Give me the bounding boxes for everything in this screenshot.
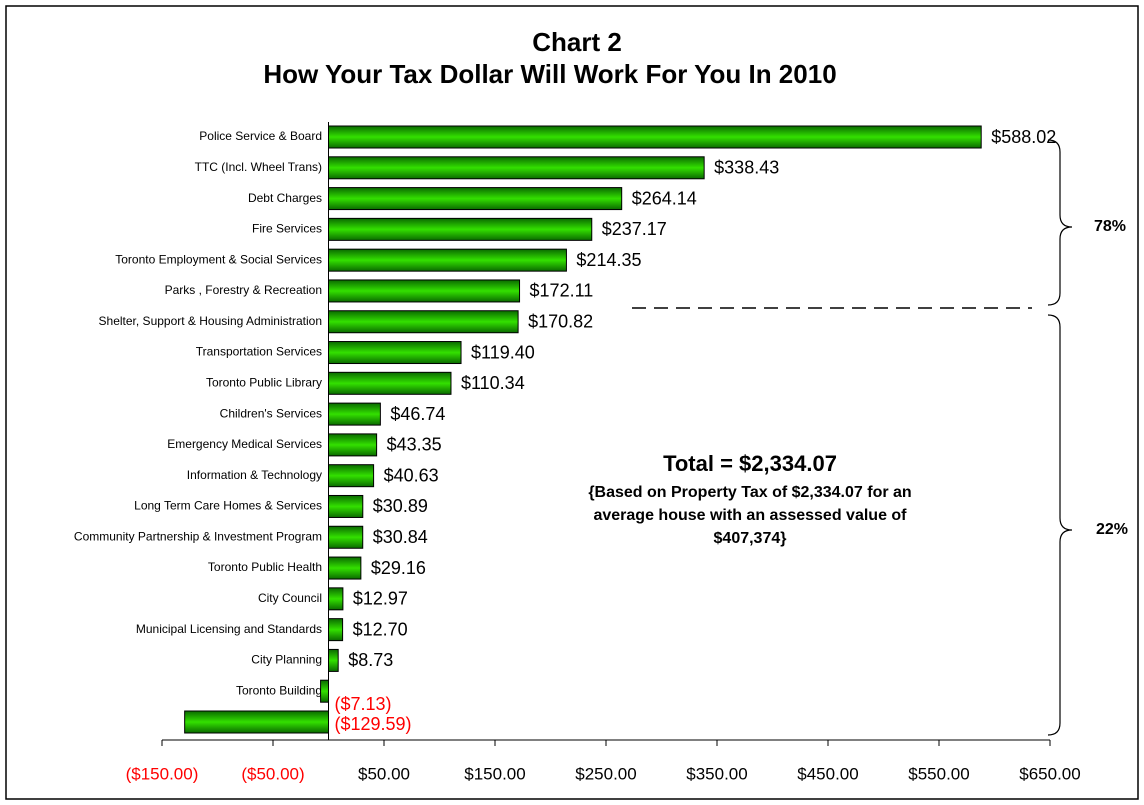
bar xyxy=(328,125,982,149)
category-label: Community Partnership & Investment Progr… xyxy=(74,529,322,543)
value-label: $119.40 xyxy=(471,342,535,362)
bar xyxy=(328,648,339,672)
category-label: Transportation Services xyxy=(196,345,322,359)
bar xyxy=(328,310,519,334)
bar xyxy=(328,341,462,365)
x-tick-label: $250.00 xyxy=(575,764,636,783)
bar xyxy=(328,279,521,303)
bar xyxy=(328,187,623,211)
value-label: $40.63 xyxy=(384,465,439,485)
x-tick-label: $150.00 xyxy=(464,764,525,783)
category-label: Long Term Care Homes & Services xyxy=(134,499,322,513)
bar xyxy=(328,217,593,241)
value-label: $30.89 xyxy=(373,496,428,516)
total-annotation: Total = $2,334.07 xyxy=(663,451,837,476)
bar xyxy=(328,556,362,580)
category-label: Toronto Public Health xyxy=(208,560,322,574)
category-label: TTC (Incl. Wheel Trans) xyxy=(195,160,322,174)
bar xyxy=(328,525,364,549)
share-label: 22% xyxy=(1096,521,1128,538)
value-label: $43.35 xyxy=(387,435,442,455)
category-label: City Planning xyxy=(251,653,322,667)
value-label: $214.35 xyxy=(576,250,641,270)
category-label: Police Service & Board xyxy=(199,129,322,143)
x-tick-label: ($150.00) xyxy=(126,764,199,783)
value-label: $46.74 xyxy=(390,404,445,424)
brace xyxy=(1047,139,1073,306)
category-label: Children's Services xyxy=(220,406,322,420)
value-label: $29.16 xyxy=(371,558,426,578)
bar xyxy=(328,494,364,518)
value-label: $30.84 xyxy=(373,527,428,547)
note-line: {Based on Property Tax of $2,334.07 for … xyxy=(588,484,911,501)
bar xyxy=(328,248,567,272)
note-line: average house with an assessed value of xyxy=(593,507,907,524)
category-label: Shelter, Support & Housing Administratio… xyxy=(99,314,322,328)
bar xyxy=(328,402,381,426)
bar xyxy=(328,618,344,642)
x-tick-label: $350.00 xyxy=(686,764,747,783)
value-label: $12.97 xyxy=(353,589,408,609)
bar xyxy=(328,433,378,457)
note-line: $407,374} xyxy=(714,530,787,547)
value-label: $264.14 xyxy=(632,188,697,208)
category-label: Emergency Medical Services xyxy=(167,437,322,451)
bar xyxy=(184,710,329,734)
x-tick-label: $550.00 xyxy=(908,764,969,783)
value-label: $237.17 xyxy=(602,219,667,239)
category-label: Toronto Public Library xyxy=(206,375,322,389)
value-label: $338.43 xyxy=(714,158,779,178)
bar xyxy=(328,156,705,180)
chart-title: Chart 2 xyxy=(532,27,622,57)
x-tick-label: ($50.00) xyxy=(241,764,304,783)
category-label: Fire Services xyxy=(252,222,322,236)
x-tick-label: $50.00 xyxy=(358,764,410,783)
category-label: Toronto Building xyxy=(236,683,322,697)
bar xyxy=(328,464,375,488)
share-label: 78% xyxy=(1094,218,1126,235)
value-label: $170.82 xyxy=(528,311,593,331)
value-label: $8.73 xyxy=(348,650,393,670)
value-label: ($7.13) xyxy=(335,694,392,714)
category-label: Debt Charges xyxy=(248,191,322,205)
bar xyxy=(328,587,344,611)
bar xyxy=(328,371,452,395)
category-label: Information & Technology xyxy=(187,468,322,482)
chart-subtitle: How Your Tax Dollar Will Work For You In… xyxy=(263,59,836,89)
value-label: ($129.59) xyxy=(335,714,412,734)
value-label: $588.02 xyxy=(991,127,1056,147)
brace xyxy=(1047,314,1073,736)
x-tick-label: $650.00 xyxy=(1019,764,1080,783)
category-label: Parks , Forestry & Recreation xyxy=(165,283,322,297)
value-label: $110.34 xyxy=(461,373,525,393)
value-label: $12.70 xyxy=(353,619,408,639)
value-label: $172.11 xyxy=(530,281,594,301)
x-tick-label: $450.00 xyxy=(797,764,858,783)
category-label: City Council xyxy=(258,591,322,605)
bar xyxy=(320,679,329,703)
category-label: Toronto Employment & Social Services xyxy=(115,252,322,266)
category-label: Municipal Licensing and Standards xyxy=(136,622,322,636)
frame xyxy=(5,5,1139,800)
